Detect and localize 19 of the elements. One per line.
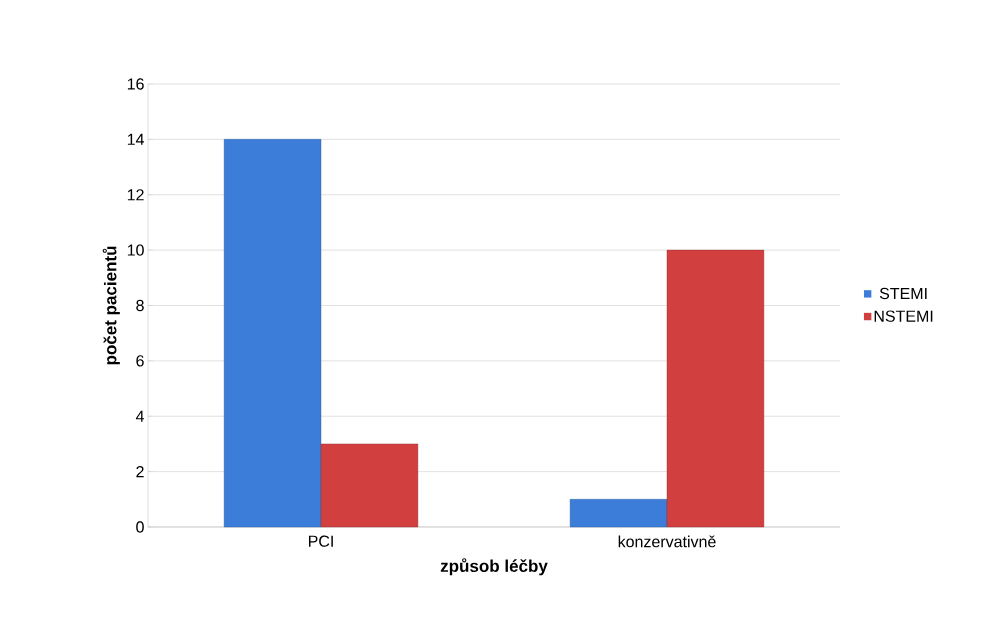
x-tick-label: PCI <box>308 535 333 547</box>
bar <box>666 249 765 528</box>
y-tick-label: 0 <box>136 521 144 533</box>
x-tick-label: konzervativně <box>618 535 716 548</box>
y-tick-label: 10 <box>127 244 144 256</box>
y-tick-label: 6 <box>136 355 144 367</box>
y-tick-label: 12 <box>127 189 144 201</box>
y-tick-label: 16 <box>127 78 144 90</box>
legend-label: STEMI <box>879 287 927 300</box>
bar <box>223 139 322 528</box>
y-tick-label: 4 <box>135 410 144 422</box>
bar <box>569 499 668 528</box>
y-tick-label: 14 <box>127 133 144 145</box>
x-axis-title: způsob léčby <box>440 558 548 576</box>
legend-label: NSTEMI <box>874 310 933 322</box>
bar <box>320 443 419 528</box>
y-tick-label: 8 <box>136 299 144 312</box>
y-tick-label: 2 <box>136 466 144 478</box>
y-axis-title: počet pacientů <box>102 246 120 365</box>
